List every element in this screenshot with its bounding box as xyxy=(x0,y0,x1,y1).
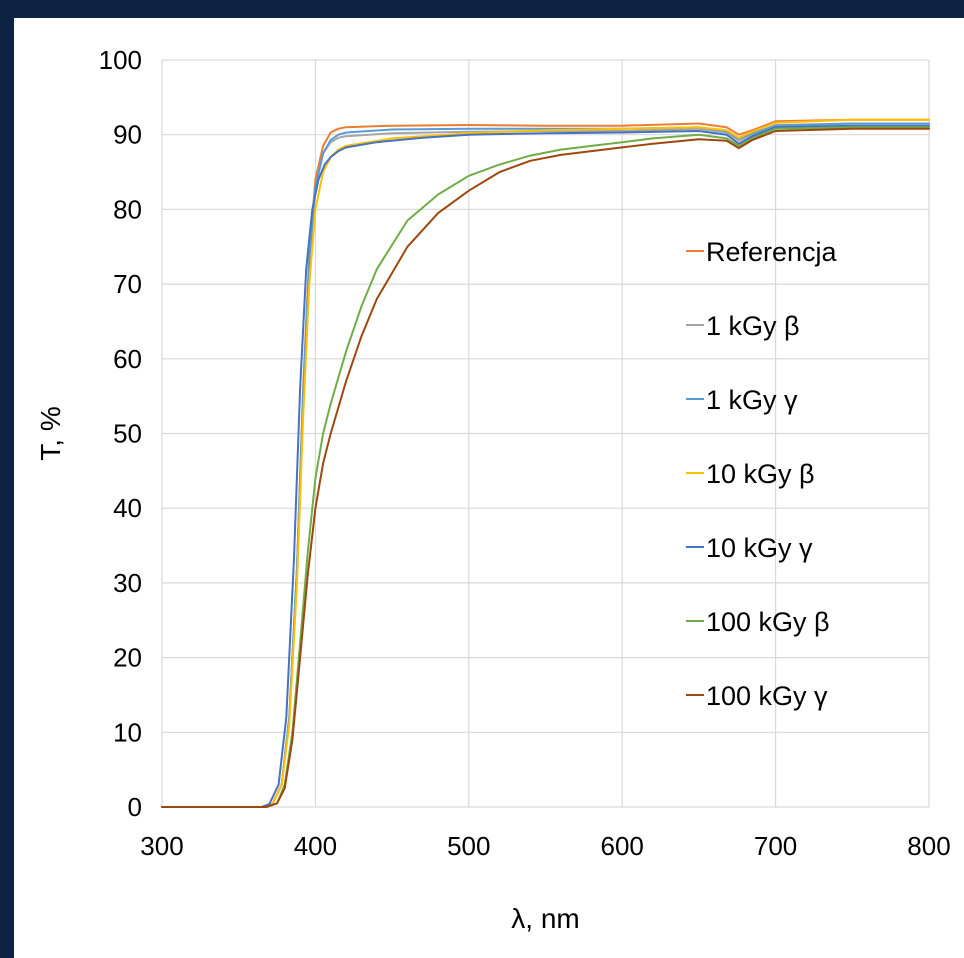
y-tick-label: 10 xyxy=(113,717,142,747)
x-axis-title: λ, nm xyxy=(511,903,579,934)
x-tick-label: 800 xyxy=(907,831,950,861)
x-tick-label: 300 xyxy=(140,831,183,861)
x-tick-label: 400 xyxy=(294,831,337,861)
x-tick-label: 700 xyxy=(754,831,797,861)
tick-labels: 0 10 20 30 40 50 60 70 80 90 100 300 400 500 600 700 800 xyxy=(99,45,951,861)
legend-label: Referencja xyxy=(706,237,838,267)
y-tick-label: 20 xyxy=(113,643,142,673)
y-tick-label: 50 xyxy=(113,419,142,449)
y-tick-label: 0 xyxy=(128,792,142,822)
y-tick-label: 80 xyxy=(113,194,142,224)
legend-label: 100 kGy β xyxy=(706,607,830,637)
legend-label: 1 kGy γ xyxy=(706,385,798,415)
chart-panel: 0 10 20 30 40 50 60 70 80 90 100 300 400 500 600 700 800… xyxy=(14,18,964,958)
legend: Referencja 1 kGy β 1 kGy γ 10 kGy β 10 kGy γ… xyxy=(686,237,838,711)
y-tick-label: 90 xyxy=(113,120,142,150)
y-tick-label: 60 xyxy=(113,344,142,374)
legend-label: 1 kGy β xyxy=(706,311,800,341)
x-tick-label: 500 xyxy=(447,831,490,861)
y-tick-label: 70 xyxy=(113,269,142,299)
x-tick-label: 600 xyxy=(601,831,644,861)
legend-label: 100 kGy γ xyxy=(706,681,828,711)
legend-label: 10 kGy β xyxy=(706,459,815,489)
y-tick-label: 100 xyxy=(99,45,142,75)
legend-label: 10 kGy γ xyxy=(706,533,813,563)
y-axis-title: T, % xyxy=(35,406,66,460)
transmittance-chart: 0 10 20 30 40 50 60 70 80 90 100 300 400 500 600 700 800… xyxy=(14,18,964,958)
y-tick-label: 30 xyxy=(113,568,142,598)
y-tick-label: 40 xyxy=(113,493,142,523)
